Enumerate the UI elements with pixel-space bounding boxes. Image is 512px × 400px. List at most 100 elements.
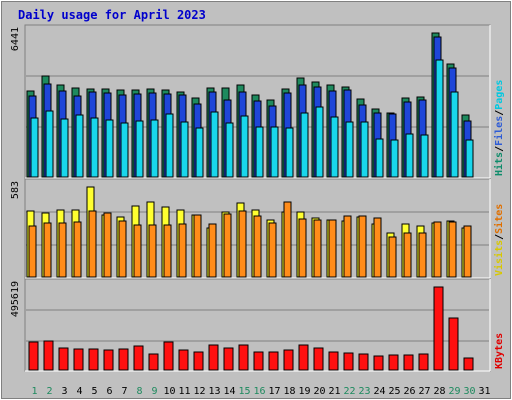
traffic-bar-pages-30 [465, 139, 474, 178]
traffic-bar-pages-3 [60, 118, 69, 178]
visitors-legend-separator: / [494, 234, 505, 240]
kbytes-bar-kbytes-17 [268, 351, 279, 371]
traffic-legend-pages: Pages [494, 80, 505, 110]
x-tick-label-13: 13 [208, 386, 220, 397]
kbytes-bar-kbytes-22 [343, 352, 354, 371]
kbytes-bar-kbytes-14 [223, 347, 234, 371]
kbytes-bar-kbytes-3 [58, 347, 69, 371]
kbytes-bar-kbytes-6 [103, 349, 114, 371]
kbytes-bar-kbytes-13 [208, 344, 219, 371]
kbytes-bar-kbytes-27 [418, 353, 429, 371]
visitors-bar-sites-4 [73, 221, 82, 278]
traffic-bar-pages-9 [150, 119, 159, 178]
traffic-bar-pages-5 [90, 117, 99, 178]
x-tick-label-23: 23 [358, 386, 370, 397]
kbytes-bar-kbytes-8 [133, 345, 144, 371]
kbytes-bar-kbytes-20 [313, 347, 324, 371]
x-tick-label-3: 3 [61, 386, 67, 397]
traffic-legend-text: Hits/Files/Pages [493, 80, 505, 176]
x-tick-label-11: 11 [178, 386, 190, 397]
x-tick-label-1: 1 [31, 386, 37, 397]
visitors-bar-sites-15 [238, 210, 247, 278]
traffic-bar-pages-14 [225, 122, 234, 178]
x-tick-label-10: 10 [163, 386, 175, 397]
visitors-bar-sites-30 [463, 225, 472, 278]
traffic-legend-separator: / [494, 110, 505, 116]
x-tick-label-18: 18 [283, 386, 295, 397]
x-tick-label-27: 27 [418, 386, 430, 397]
traffic-bar-pages-6 [105, 119, 114, 178]
traffic-bar-pages-20 [315, 106, 324, 178]
kbytes-bar-kbytes-4 [73, 348, 84, 371]
kbytes-bar-kbytes-28 [433, 286, 444, 371]
x-tick-label-15: 15 [238, 386, 250, 397]
visitors-legend: Visits/Sites [493, 204, 505, 276]
visitors-bar-sites-23 [358, 215, 367, 278]
x-tick-label-14: 14 [223, 386, 235, 397]
x-tick-label-21: 21 [328, 386, 340, 397]
x-tick-label-17: 17 [268, 386, 280, 397]
traffic-legend-hits: Hits [493, 152, 505, 176]
traffic-bar-pages-22 [345, 121, 354, 178]
visitors-max-label: 583 [10, 181, 21, 199]
traffic-bar-pages-19 [300, 112, 309, 178]
traffic-bar-pages-17 [270, 126, 279, 178]
traffic-bar-pages-1 [30, 117, 39, 178]
visitors-legend-visits: Visits [493, 240, 505, 276]
traffic-bar-pages-29 [450, 91, 459, 178]
visitors-legend-text: Visits/Sites [493, 204, 505, 276]
kbytes-bar-kbytes-18 [283, 349, 294, 371]
visitors-bar-sites-12 [193, 214, 202, 278]
x-tick-label-8: 8 [136, 386, 142, 397]
traffic-legend: Hits/Files/Pages [493, 80, 505, 176]
x-axis-labels: 1 2 3 4 5 6 7 8 9 10 11 12 13 14 15 16 17 18 19 20 21 22 23 24 2… [31, 386, 490, 397]
kbytes-bar-kbytes-1 [28, 341, 39, 371]
x-tick-label-31: 31 [478, 386, 490, 397]
x-tick-label-28: 28 [433, 386, 445, 397]
kbytes-bar-kbytes-5 [88, 348, 99, 371]
visitors-bar-sites-21 [328, 219, 337, 278]
visitors-bar-sites-11 [178, 223, 187, 278]
x-tick-label-25: 25 [388, 386, 400, 397]
kbytes-bar-kbytes-12 [193, 351, 204, 371]
kbytes-bar-kbytes-9 [148, 353, 159, 371]
kbytes-bar-kbytes-10 [163, 341, 174, 371]
traffic-bar-pages-10 [165, 113, 174, 178]
visitors-panel: 583 Visits/Sites [10, 178, 505, 279]
traffic-bar-pages-8 [135, 120, 144, 178]
traffic-bar-pages-25 [390, 139, 399, 178]
x-tick-label-4: 4 [76, 386, 82, 397]
traffic-bar-pages-18 [285, 127, 294, 178]
x-tick-label-29: 29 [448, 386, 460, 397]
kbytes-bar-kbytes-16 [253, 351, 264, 371]
visitors-bar-sites-2 [43, 222, 52, 278]
kbytes-bar-kbytes-2 [43, 340, 54, 371]
x-tick-label-6: 6 [106, 386, 112, 397]
kbytes-max-label: 495619 [10, 281, 21, 317]
visitors-bar-sites-10 [163, 224, 172, 278]
x-tick-label-20: 20 [313, 386, 325, 397]
traffic-bar-pages-7 [120, 122, 129, 178]
visitors-bar-sites-16 [253, 215, 262, 278]
visitors-bar-sites-26 [403, 232, 412, 278]
visitors-bar-sites-13 [208, 223, 217, 278]
visitors-bar-sites-27 [418, 232, 427, 278]
x-tick-label-7: 7 [121, 386, 127, 397]
kbytes-legend-text: KBytes [494, 333, 505, 369]
visitors-bar-sites-1 [28, 225, 37, 278]
traffic-bar-pages-15 [240, 115, 249, 178]
traffic-bar-pages-12 [195, 127, 204, 178]
kbytes-bar-kbytes-11 [178, 349, 189, 371]
kbytes-bar-kbytes-19 [298, 344, 309, 371]
kbytes-bar-kbytes-21 [328, 351, 339, 371]
kbytes-bar-kbytes-25 [388, 354, 399, 371]
kbytes-bar-kbytes-15 [238, 344, 249, 371]
traffic-bar-pages-4 [75, 114, 84, 178]
traffic-bar-pages-2 [45, 110, 54, 178]
kbytes-bar-kbytes-26 [403, 354, 414, 371]
traffic-bar-pages-11 [180, 121, 189, 178]
x-tick-label-12: 12 [193, 386, 205, 397]
visitors-bar-sites-22 [343, 215, 352, 278]
